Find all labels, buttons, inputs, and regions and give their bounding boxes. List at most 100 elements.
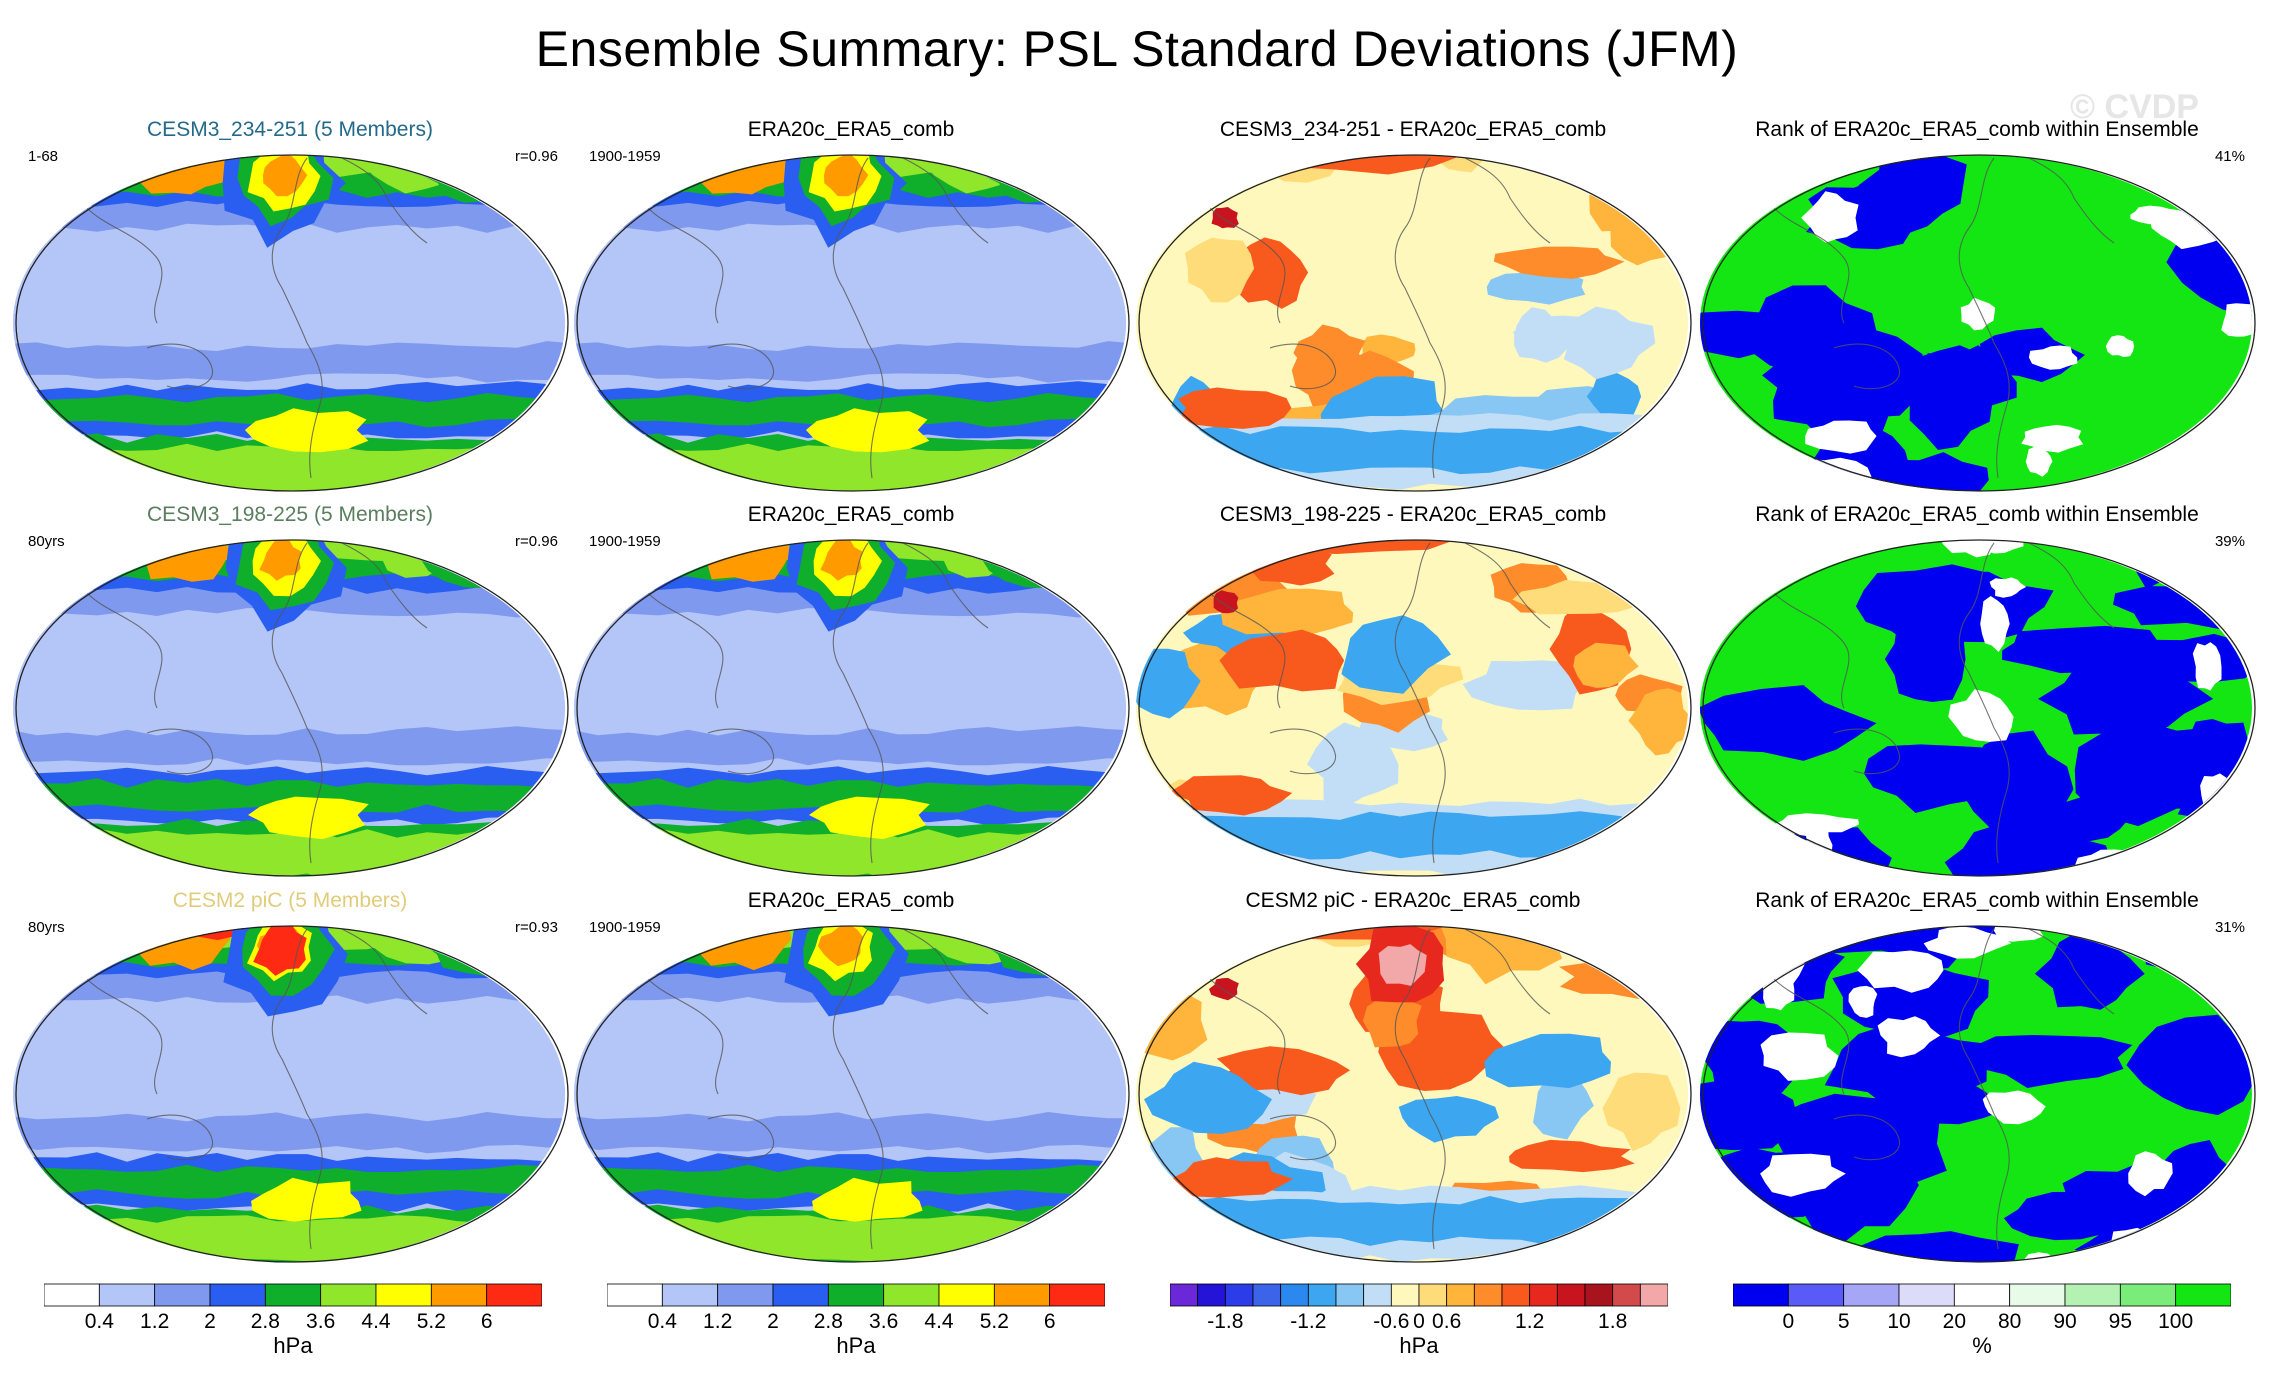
- coastline: [1833, 1114, 1900, 1161]
- panel-left-note: 1900-1959: [589, 919, 661, 936]
- coastline: [1464, 157, 1551, 244]
- coastline: [1993, 342, 2010, 479]
- map: [1700, 925, 2256, 1263]
- panel-title: Rank of ERA20c_ERA5_comb within Ensemble: [1755, 503, 2199, 526]
- colorbar-tick-label: 95: [2108, 1310, 2133, 1333]
- field-mid-rank-patch: [1948, 689, 2014, 742]
- field-southern-ocean-core: [1136, 811, 1688, 860]
- field-mid-rank-patch: [2025, 446, 2053, 477]
- field-low-rank-patch: [2038, 653, 2214, 738]
- panel-r3-c2: ERA20c_ERA5_comb 1900-1959: [571, 889, 1131, 1269]
- field-positive-patch: [1439, 155, 1497, 173]
- field-north-atlantic-max: [1524, 926, 1590, 941]
- field-low-orange: [259, 540, 302, 581]
- colorbar-tick-label: 6: [480, 1310, 493, 1333]
- coastline: [341, 542, 428, 629]
- field-band-south-mid: [574, 726, 1126, 766]
- colorbar-box: [1418, 1283, 1448, 1307]
- colorbar-tick-label: 1.2: [140, 1310, 170, 1333]
- colorbar-box: [661, 1283, 719, 1307]
- coastline: [1269, 728, 1336, 775]
- colorbar-box: [1843, 1283, 1900, 1307]
- field-positive-patch: [1602, 1072, 1681, 1152]
- coastline: [832, 542, 869, 729]
- field-negative-patch: [1398, 1096, 1499, 1143]
- field-mid-rank-patch: [1877, 1016, 1941, 1058]
- colorbar-box: [1898, 1283, 1955, 1307]
- coastline: [1833, 728, 1900, 775]
- panel-r3-c3: CESM2 piC - ERA20c_ERA5_comb: [1133, 889, 1693, 1269]
- panel-r1-c1: CESM3_234-251 (5 Members) 1-68 r=0.96: [10, 118, 570, 498]
- field-band-arctic-yellow: [10, 889, 570, 922]
- colorbar-box: [1733, 1283, 1789, 1307]
- map-field: [574, 503, 1126, 876]
- field-band-arctic-yellow: [10, 118, 570, 150]
- colorbar-tick-label: 2.8: [250, 1310, 280, 1333]
- field-positive-patch: [1184, 237, 1255, 303]
- field-mid-rank-patch: [1980, 596, 2010, 652]
- field-mid-rank-patch: [1752, 545, 1797, 580]
- coastline: [647, 592, 724, 709]
- colorbar-tick-label: 4.4: [361, 1310, 391, 1333]
- field-patch-orange: [673, 503, 824, 535]
- field-band-tropics: [574, 994, 1126, 1122]
- colorbar-rank: 0 5 10 20 80 90 95 100%: [1733, 1283, 2231, 1383]
- field-negative-patch: [1146, 926, 1226, 935]
- field-south-yellow: [251, 1177, 362, 1222]
- field-low-rank-patch: [2074, 721, 2252, 827]
- colorbar-tick-label: 5: [1837, 1310, 1850, 1333]
- field-low-rank-patch: [1702, 155, 1774, 171]
- field-patch-orange: [669, 118, 823, 149]
- map: [1136, 925, 1692, 1263]
- field-band-tropics: [13, 223, 565, 353]
- map-field: [10, 503, 570, 876]
- field-south-yellow: [805, 408, 930, 453]
- panel-title: CESM3_198-225 - ERA20c_ERA5_comb: [1219, 503, 1607, 526]
- field-positive-patch: [1548, 155, 1663, 176]
- panel-left-note: 1900-1959: [589, 148, 661, 165]
- field-mid-rank-patch: [2173, 552, 2217, 572]
- coastline: [707, 343, 774, 390]
- coastline: [902, 157, 989, 244]
- panel-right-note: r=0.93: [515, 919, 558, 936]
- colorbar-tick-label: 90: [2053, 1310, 2077, 1333]
- colorbar-box: [1170, 1283, 1199, 1307]
- map-outline: [576, 925, 1130, 1263]
- colorbar-tick-label: 20: [1942, 1310, 1967, 1333]
- map-outline: [15, 154, 569, 492]
- coastline: [1773, 592, 1850, 709]
- field-band-antarctic-inner: [13, 828, 565, 876]
- field-band-arctic-yellow: [10, 503, 570, 536]
- coastline: [1773, 978, 1850, 1095]
- coastline: [1429, 1113, 1446, 1250]
- field-positive-patch: [1219, 629, 1345, 692]
- colorbar-box: [2009, 1283, 2066, 1307]
- field-mid-rank-patch: [2221, 303, 2252, 337]
- map: [574, 118, 1130, 492]
- coastline: [1993, 1113, 2010, 1250]
- coastline: [1429, 342, 1446, 479]
- colorbar-box: [1953, 1283, 2011, 1307]
- field-band-arctic-yellow: [571, 889, 1131, 922]
- field-positive-patch: [1493, 246, 1625, 279]
- field-north-atlantic-max: [1524, 540, 1589, 554]
- field-patch-orange: [705, 540, 791, 582]
- field-low-red: [253, 926, 307, 976]
- map: [10, 889, 570, 1263]
- colorbar-box: [1529, 1283, 1558, 1307]
- coastline: [1394, 157, 1431, 344]
- field-positive-patch: [1252, 541, 1335, 586]
- colorbar-units: hPa: [836, 1333, 876, 1358]
- colorbar-box: [938, 1283, 995, 1307]
- colorbar-boxes: [1733, 1283, 2231, 1307]
- field-low-orange: [820, 540, 863, 581]
- colorbar-box: [2064, 1283, 2121, 1307]
- field-positive-patch: [1235, 237, 1309, 309]
- colorbar-box: [154, 1283, 211, 1307]
- map-outline: [1138, 925, 1692, 1263]
- field-south-yellow: [244, 408, 369, 453]
- field-tibet-spot: [1213, 590, 1239, 614]
- field-low-rank-patch: [1835, 1231, 2019, 1262]
- panel-title: ERA20c_ERA5_comb: [747, 118, 955, 141]
- coastline: [1209, 592, 1286, 709]
